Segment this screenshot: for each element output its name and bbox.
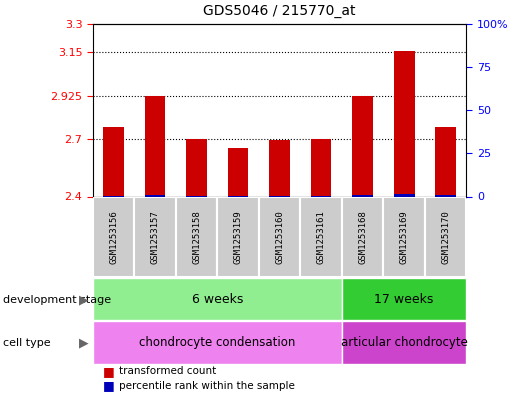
Text: ▶: ▶ (79, 293, 89, 307)
Bar (145, 195, 165, 196)
Text: 6 weeks: 6 weeks (192, 292, 243, 306)
Bar (435, 127, 456, 196)
Bar (269, 140, 290, 196)
Bar (259, 196, 301, 277)
Text: chondrocyte condensation: chondrocyte condensation (139, 336, 296, 349)
Title: GDS5046 / 215770_at: GDS5046 / 215770_at (204, 4, 356, 18)
Bar (342, 196, 383, 277)
Text: ▶: ▶ (79, 336, 89, 349)
Text: GSM1253169: GSM1253169 (400, 210, 409, 264)
Bar (311, 139, 331, 196)
Text: ■: ■ (103, 365, 115, 378)
Bar (394, 194, 414, 196)
Bar (186, 139, 207, 196)
Text: GSM1253159: GSM1253159 (234, 210, 243, 264)
Bar (394, 51, 414, 196)
Bar (93, 196, 134, 277)
Text: GSM1253156: GSM1253156 (109, 210, 118, 264)
Bar (342, 278, 466, 320)
Bar (352, 195, 373, 196)
Bar (134, 196, 176, 277)
Text: percentile rank within the sample: percentile rank within the sample (119, 381, 295, 391)
Bar (425, 196, 466, 277)
Text: GSM1253161: GSM1253161 (316, 210, 325, 264)
Bar (93, 278, 342, 320)
Text: GSM1253168: GSM1253168 (358, 210, 367, 264)
Text: development stage: development stage (3, 295, 111, 305)
Bar (301, 196, 342, 277)
Text: 17 weeks: 17 weeks (374, 292, 434, 306)
Text: transformed count: transformed count (119, 366, 216, 376)
Bar (217, 196, 259, 277)
Bar (435, 195, 456, 196)
Text: cell type: cell type (3, 338, 50, 348)
Text: GSM1253160: GSM1253160 (275, 210, 284, 264)
Bar (342, 321, 466, 364)
Bar (228, 147, 249, 196)
Text: GSM1253158: GSM1253158 (192, 210, 201, 264)
Text: articular chondrocyte: articular chondrocyte (341, 336, 467, 349)
Bar (103, 127, 124, 196)
Text: GSM1253170: GSM1253170 (441, 210, 450, 264)
Text: ■: ■ (103, 379, 115, 393)
Bar (176, 196, 217, 277)
Bar (145, 95, 165, 196)
Bar (93, 321, 342, 364)
Text: GSM1253157: GSM1253157 (151, 210, 160, 264)
Bar (383, 196, 425, 277)
Bar (352, 95, 373, 196)
